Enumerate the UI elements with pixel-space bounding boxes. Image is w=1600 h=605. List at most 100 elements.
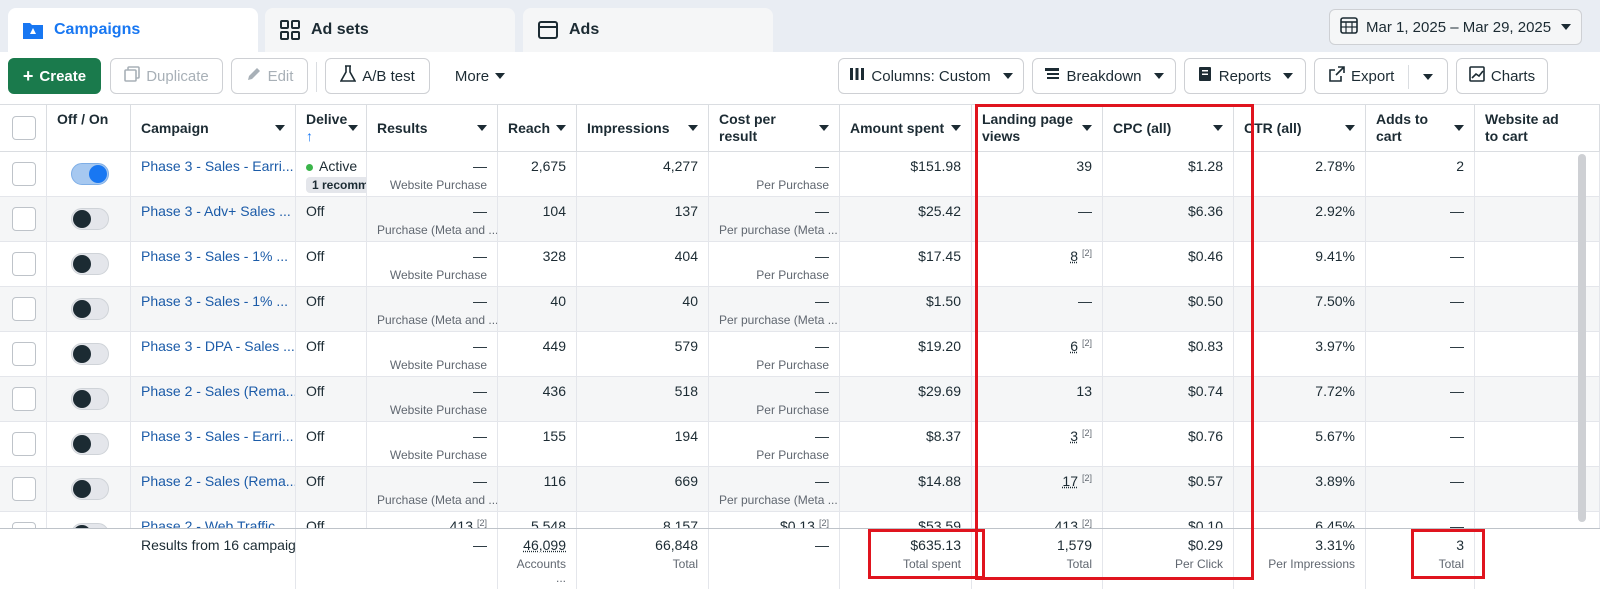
campaign-toggle[interactable] [71,253,109,275]
campaign-name-cell[interactable]: Phase 3 - Adv+ Sales ... [131,197,296,242]
row-checkbox[interactable] [12,477,36,501]
charts-button[interactable]: Charts [1456,58,1548,94]
col-delivery[interactable]: Delive ↑ [296,105,367,153]
campaign-name-link[interactable]: Phase 2 - Sales (Rema... [141,473,296,489]
ab-test-button[interactable]: A/B test [325,58,430,94]
campaign-name-link[interactable]: Phase 3 - Adv+ Sales ... [141,203,291,219]
col-campaign[interactable]: Campaign [131,105,296,153]
table-row[interactable]: Phase 3 - DPA - Sales ... Off — Website Pur… [0,332,1600,377]
col-cost-per-result-label: Cost per result [719,111,776,144]
col-reach[interactable]: Reach [498,105,577,153]
landing-page-views-cell: 8 [2] [972,242,1103,287]
duplicate-icon [124,66,141,86]
campaign-name-link[interactable]: Phase 3 - Sales - 1% ... [141,248,289,264]
impressions-cell: 579 [577,332,709,377]
create-button[interactable]: + Create [8,58,101,94]
cost-per-result-value: — [815,383,829,399]
campaign-name-link[interactable]: Phase 3 - Sales - 1% ... [141,293,289,309]
col-adds-to-cart[interactable]: Adds to cart [1366,105,1475,153]
tab-ad-sets[interactable]: Ad sets [265,8,515,52]
export-options-button[interactable] [1412,64,1444,90]
totals-ctr-value: 3.31% [1315,537,1355,553]
campaign-name-link[interactable]: Phase 3 - Sales - Earri... [141,158,294,174]
cpc-cell: $0.74 [1103,377,1234,422]
tab-campaigns[interactable]: Campaigns [8,8,258,52]
recommendation-badge[interactable]: 1 recomm [306,177,366,193]
campaign-toggle[interactable] [71,343,109,365]
table-row[interactable]: Phase 2 - Sales (Rema... Off — Purchase (Me… [0,467,1600,512]
amount-spent-cell: $29.69 [840,377,972,422]
vertical-scrollbar[interactable] [1578,154,1586,522]
adds-to-cart-cell: 2 [1366,152,1475,197]
chevron-down-icon [1153,73,1164,79]
row-checkbox[interactable] [12,342,36,366]
table-row[interactable]: Phase 3 - Adv+ Sales ... Off — Purchase (Me… [0,197,1600,242]
campaign-name-cell[interactable]: Phase 2 - Sales (Rema... [131,377,296,422]
landing-page-views-value: — [1078,203,1092,219]
col-amount-spent[interactable]: Amount spent [840,105,972,153]
col-ctr-all[interactable]: CTR (all) [1234,105,1366,153]
date-range-picker[interactable]: Mar 1, 2025 – Mar 29, 2025 [1329,9,1582,45]
table-row[interactable]: Phase 2 - Sales (Rema... Off — Website Purc… [0,377,1600,422]
campaign-name-link[interactable]: Phase 2 - Web Traffic ... [141,518,291,528]
cpc-cell: $0.10 [1103,512,1234,528]
col-landing-page-views-label: Landing page views [982,111,1073,144]
campaign-name-cell[interactable]: Phase 3 - Sales - 1% ... [131,242,296,287]
more-button[interactable]: More [440,58,520,94]
campaign-name-cell[interactable]: Phase 3 - DPA - Sales ... [131,332,296,377]
table-row[interactable]: Phase 3 - Sales - Earri... Active 1 recomm… [0,152,1600,197]
select-all-checkbox[interactable] [12,116,36,140]
campaign-toggle[interactable] [71,478,109,500]
col-landing-page-views[interactable]: Landing page views [972,105,1103,153]
cpc-cell: $1.28 [1103,152,1234,197]
campaign-name-link[interactable]: Phase 3 - Sales - Earri... [141,428,294,444]
cpc-cell: $6.36 [1103,197,1234,242]
highlight-box-lpv-cpc [975,104,1254,580]
reports-button[interactable]: Reports [1184,58,1306,94]
table-row[interactable]: Phase 3 - Sales - Earri... Off — Website Pu… [0,422,1600,467]
landing-page-views-cell: 17 [2] [972,467,1103,512]
campaign-toggle[interactable] [71,433,109,455]
campaign-name-link[interactable]: Phase 3 - DPA - Sales ... [141,338,295,354]
toggle-knob [73,255,91,273]
reach-cell: 116 [498,467,577,512]
col-impressions[interactable]: Impressions [577,105,709,153]
row-checkbox[interactable] [12,207,36,231]
table-row[interactable]: Phase 3 - Sales - 1% ... Off — Purchase (Me… [0,287,1600,332]
columns-button[interactable]: Columns: Custom [838,58,1024,94]
col-off-on[interactable]: Off / On [47,105,131,153]
campaign-name-link[interactable]: Phase 2 - Sales (Rema... [141,383,296,399]
campaign-name-cell[interactable]: Phase 3 - Sales - Earri... [131,152,296,197]
export-divider [1408,65,1409,89]
breakdown-button[interactable]: Breakdown [1032,58,1176,94]
row-toggle-cell [47,467,131,512]
col-amount-spent-label: Amount spent [850,120,945,136]
row-checkbox[interactable] [12,432,36,456]
duplicate-button[interactable]: Duplicate [110,58,223,94]
campaign-toggle[interactable] [71,163,109,185]
row-checkbox[interactable] [12,297,36,321]
campaign-toggle[interactable] [71,298,109,320]
adds-to-cart-value: 2 [1456,158,1464,174]
campaign-name-cell[interactable]: Phase 3 - Sales - 1% ... [131,287,296,332]
campaign-toggle[interactable] [71,208,109,230]
col-cpc-all[interactable]: CPC (all) [1103,105,1234,153]
campaign-name-cell[interactable]: Phase 2 - Sales (Rema... [131,467,296,512]
col-results[interactable]: Results [367,105,498,153]
edit-button[interactable]: Edit [231,58,308,94]
campaign-name-cell[interactable]: Phase 2 - Web Traffic ... [131,512,296,528]
table-row[interactable]: Phase 3 - Sales - 1% ... Off — Website Purc… [0,242,1600,287]
campaign-name-cell[interactable]: Phase 3 - Sales - Earri... [131,422,296,467]
tab-ads[interactable]: Ads [523,8,773,52]
table-row[interactable]: Phase 2 - Web Traffic ... Off 413 [2] 5,548 8… [0,512,1600,528]
campaign-toggle[interactable] [71,388,109,410]
row-checkbox[interactable] [12,162,36,186]
row-checkbox[interactable] [12,252,36,276]
col-results-label: Results [377,120,428,136]
row-checkbox[interactable] [12,387,36,411]
totals-ctr: 3.31% Per Impressions [1234,529,1366,589]
reach-value: 328 [542,248,566,264]
amount-spent-value: $14.88 [918,473,961,489]
col-cost-per-result[interactable]: Cost per result [709,105,840,153]
row-checkbox[interactable] [12,522,36,528]
